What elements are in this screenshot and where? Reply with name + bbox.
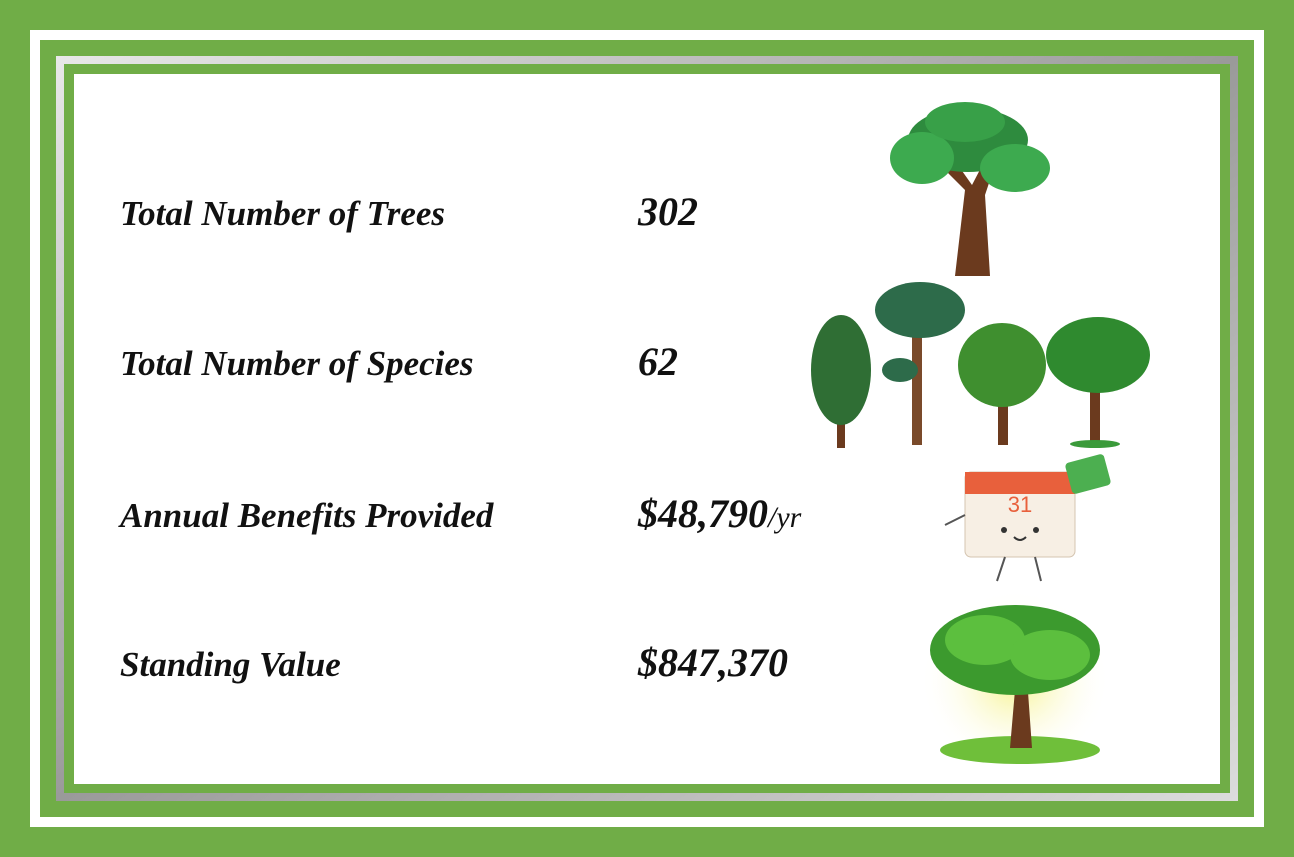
money-tree-icon: [920, 590, 1110, 770]
stat-value: $48,790: [637, 491, 768, 536]
stat-label: Standing Value: [120, 645, 341, 684]
stat-value-line: 62: [638, 339, 678, 384]
stat-label: Annual Benefits Provided: [118, 496, 494, 535]
stat-label: Total Number of Trees: [120, 194, 445, 233]
stat-unit: /yr: [766, 501, 802, 534]
stat-value-line: $847,370: [637, 640, 788, 685]
page: 31 Total Number of Trees 302 Total Number …: [0, 0, 1294, 857]
infographic: 31 Total Number of Trees 302 Total Number …: [0, 0, 1294, 857]
stat-value: $847,370: [637, 640, 788, 685]
stat-label: Total Number of Species: [120, 344, 474, 383]
stat-value: 302: [637, 189, 698, 234]
stat-value-line: 302: [637, 189, 698, 234]
stat-value: 62: [638, 339, 678, 384]
svg-text:31: 31: [1008, 492, 1032, 517]
